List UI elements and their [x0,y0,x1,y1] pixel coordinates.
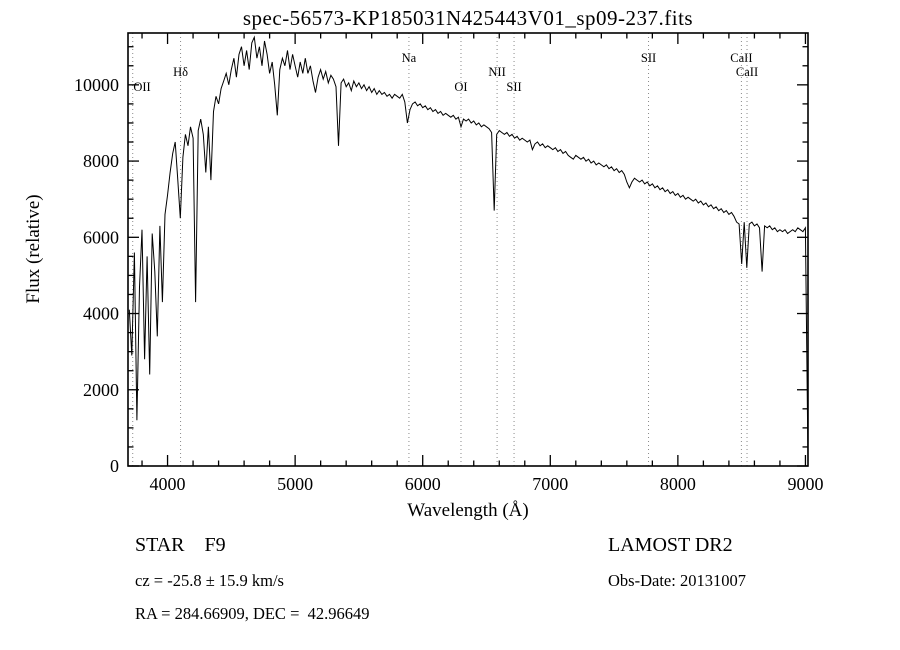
marker-label: SII [506,80,521,94]
y-tick-label: 10000 [74,75,119,95]
x-tick-label: 6000 [405,474,441,494]
y-tick-label: 0 [110,456,119,476]
marker-label: NII [488,65,505,79]
marker-label: CaII [736,65,758,79]
y-axis-label: Flux (relative) [23,194,44,304]
coordinates-text: RA = 284.66909, DEC = 42.96649 [135,604,370,623]
survey-text: LAMOST DR2 [608,534,733,556]
marker-label: CaII [730,51,752,65]
object-class-text: STAR F9 [135,534,226,556]
page-title: spec-56573-KP185031N425443V01_sp09-237.f… [242,6,694,30]
x-tick-label: 4000 [150,474,186,494]
x-tick-label: 8000 [660,474,696,494]
marker-label: OII [133,80,150,94]
x-tick-label: 5000 [277,474,313,494]
y-tick-label: 4000 [83,304,119,324]
marker-label: OI [454,80,467,94]
y-tick-label: 8000 [83,151,119,171]
y-tick-label: 2000 [83,380,119,400]
marker-label: SII [641,51,656,65]
plot-frame [127,32,809,467]
redshift-text: cz = -25.8 ± 15.9 km/s [135,571,284,590]
x-tick-label: 7000 [532,474,568,494]
marker-label: Na [402,51,417,65]
marker-label: Hδ [173,65,188,79]
spectrum-line [128,35,809,464]
x-axis-label: Wavelength (Å) [407,500,529,521]
obs-date-text: Obs-Date: 20131007 [608,571,746,590]
x-tick-label: 9000 [787,474,823,494]
y-tick-label: 6000 [83,227,119,247]
